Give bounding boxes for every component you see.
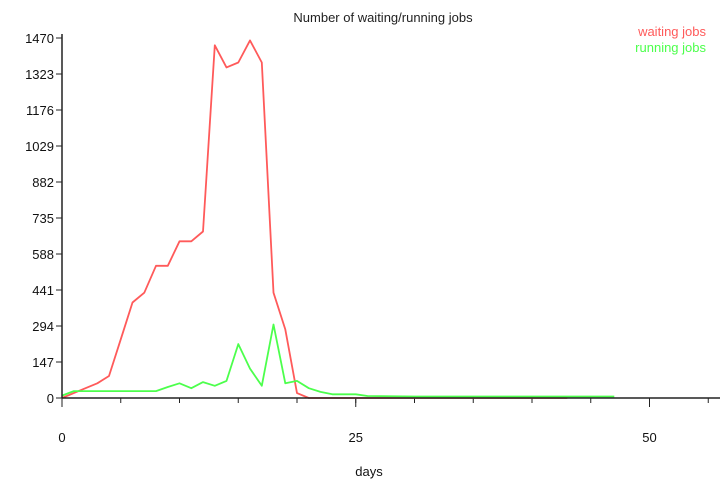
legend-entry-waiting-jobs: waiting jobs: [637, 24, 706, 39]
y-tick-label-9: 1323: [25, 67, 54, 82]
y-tick-label-7: 1029: [25, 139, 54, 154]
x-tick-label-0: 0: [58, 430, 65, 445]
y-tick-label-10: 1470: [25, 31, 54, 46]
legend-entry-running-jobs: running jobs: [635, 40, 706, 55]
y-tick-label-4: 588: [32, 247, 54, 262]
series-line-waiting-jobs: [61, 39, 568, 399]
chart-title: Number of waiting/running jobs: [293, 10, 473, 25]
series-group: [61, 39, 615, 399]
y-axis-ticks: 0 147 294 441 588 735 882 1029 1176 1323 1470: [25, 31, 62, 406]
series-line-running-jobs: [61, 323, 615, 398]
x-tick-label-2: 50: [642, 430, 656, 445]
x-axis-label: days: [355, 464, 383, 479]
y-tick-label-1: 147: [32, 355, 54, 370]
x-axis-ticks: 0 25 50: [58, 398, 709, 445]
y-tick-label-0: 0: [47, 391, 54, 406]
y-tick-label-2: 294: [32, 319, 54, 334]
y-tick-label-3: 441: [32, 283, 54, 298]
y-tick-label-5: 735: [32, 211, 54, 226]
y-tick-label-6: 882: [32, 175, 54, 190]
y-tick-label-8: 1176: [26, 103, 54, 118]
x-tick-label-1: 25: [349, 430, 363, 445]
